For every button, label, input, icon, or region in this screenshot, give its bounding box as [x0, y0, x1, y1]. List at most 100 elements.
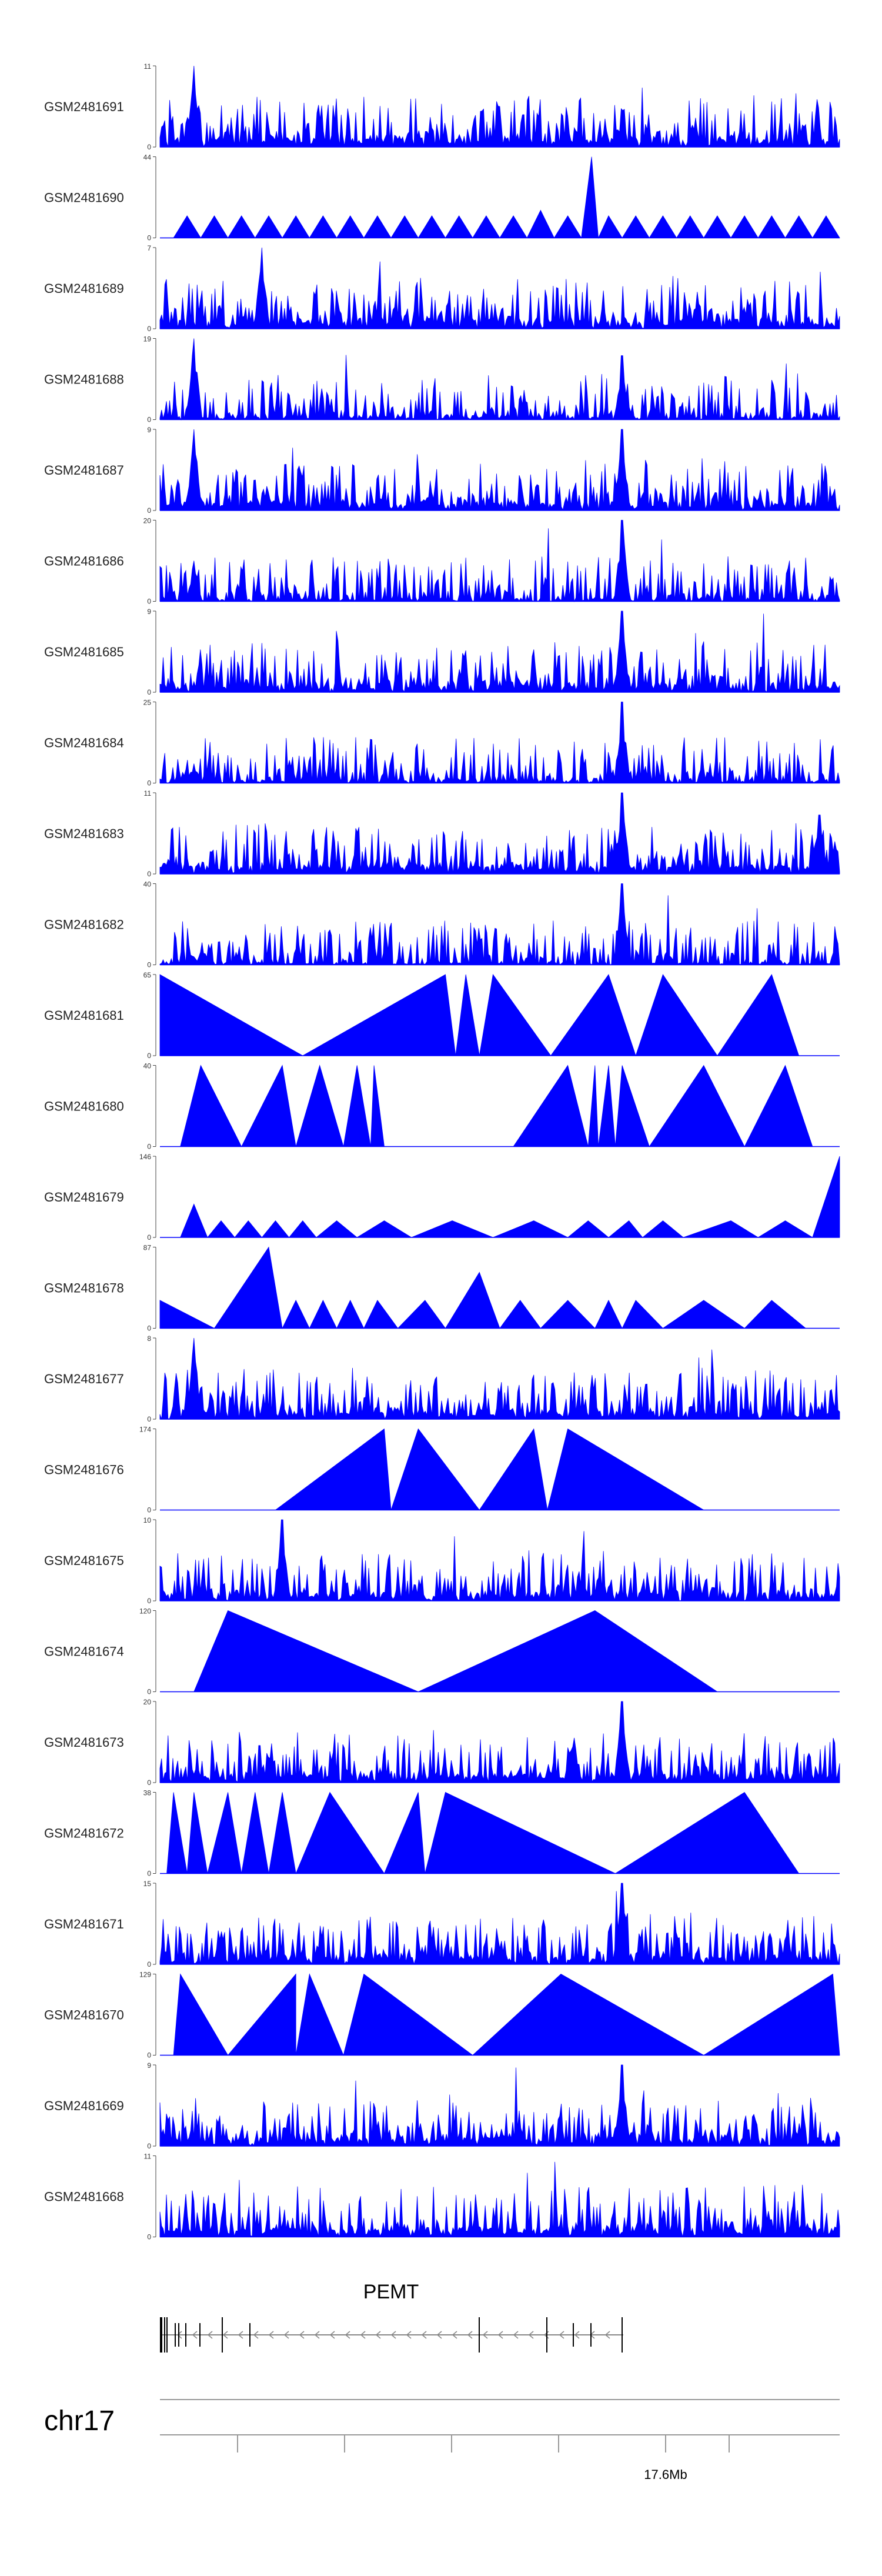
coverage-area: [159, 429, 840, 511]
y-tick-label-min: 0: [147, 1143, 151, 1151]
track-GSM2481686: GSM2481686 20 0: [44, 517, 840, 606]
coverage-area: [173, 156, 840, 239]
track-label: GSM2481670: [44, 2008, 124, 2023]
coverage-area: [159, 1701, 840, 1783]
track-GSM2481674: GSM2481674 120 0: [44, 1607, 840, 1696]
y-tick-label-max: 8: [147, 1334, 151, 1343]
strand-arrow: [406, 2331, 412, 2339]
coverage-area: [180, 1065, 813, 1147]
coverage-tracks: GSM2481691110GSM2481690440GSM248168970GS…: [44, 62, 840, 2241]
track-GSM2481688: GSM2481688 19 0: [44, 335, 840, 424]
y-tick-label-min: 0: [147, 506, 151, 515]
y-tick-label-min: 0: [147, 779, 151, 788]
strand-arrow: [482, 2331, 488, 2339]
y-tick-label-max: 9: [147, 608, 151, 616]
track-label: GSM2481686: [44, 554, 124, 569]
y-tick-label-min: 0: [147, 234, 151, 242]
track-GSM2481675: GSM2481675 10 0: [44, 1516, 840, 1605]
track-label: GSM2481682: [44, 917, 124, 932]
strand-arrow: [574, 2331, 580, 2339]
strand-arrow: [207, 2331, 213, 2339]
coverage-area: [159, 65, 840, 148]
coverage-area: [159, 2161, 840, 2237]
strand-arrow: [192, 2331, 198, 2339]
y-tick-label-min: 0: [147, 1324, 151, 1333]
y-tick-label-min: 0: [147, 1960, 151, 1968]
coverage-area: [166, 1791, 800, 1874]
y-tick-label-min: 0: [147, 325, 151, 333]
track-GSM2481670: GSM2481670 129 0: [44, 1971, 840, 2060]
y-tick-label-min: 0: [147, 688, 151, 696]
track-label: GSM2481668: [44, 2190, 124, 2204]
coverage-area: [159, 1246, 807, 1329]
coverage-area: [159, 702, 840, 784]
x-axis-label: 17.6Mb: [644, 2467, 687, 2482]
y-tick-label-min: 0: [147, 961, 151, 969]
strand-arrow: [176, 2331, 182, 2339]
y-tick-label-min: 0: [147, 1233, 151, 1242]
strand-arrow: [467, 2331, 473, 2339]
strand-arrow: [345, 2331, 350, 2339]
y-tick-label-min: 0: [147, 143, 151, 151]
coverage-area: [159, 2064, 840, 2147]
chromosome-label: chr17: [44, 2405, 115, 2437]
track-GSM2481685: GSM2481685 9 0: [44, 608, 840, 696]
track-label: GSM2481688: [44, 372, 124, 387]
coverage-area: [159, 338, 840, 421]
track-label: GSM2481683: [44, 826, 124, 841]
y-tick-label-min: 0: [147, 1778, 151, 1787]
strand-arrow: [375, 2331, 381, 2339]
strand-arrow: [299, 2331, 305, 2339]
y-tick-label-min: 0: [147, 2051, 151, 2060]
y-tick-label-max: 11: [144, 2153, 152, 2161]
strand-arrow: [559, 2331, 564, 2339]
track-label: GSM2481679: [44, 1190, 124, 1204]
y-tick-label-max: 38: [143, 1789, 152, 1797]
y-tick-label-max: 11: [144, 62, 152, 71]
y-tick-label-min: 0: [147, 1415, 151, 1423]
y-tick-label-max: 20: [143, 517, 152, 525]
strand-arrow: [314, 2331, 320, 2339]
y-tick-label-max: 40: [143, 1062, 152, 1070]
track-GSM2481683: GSM2481683 11 0: [44, 789, 840, 878]
y-tick-label-max: 174: [139, 1426, 151, 1434]
y-tick-label-min: 0: [147, 2233, 151, 2241]
coverage-area: [159, 1883, 840, 1966]
y-tick-label-min: 0: [147, 870, 151, 878]
y-tick-label-min: 0: [147, 1506, 151, 1514]
y-tick-label-max: 25: [143, 699, 152, 707]
track-label: GSM2481676: [44, 1463, 124, 1477]
strand-arrow: [283, 2331, 289, 2339]
track-GSM2481672: GSM2481672 38 0: [44, 1789, 840, 1878]
coverage-area: [159, 520, 840, 602]
y-tick-label-min: 0: [147, 1597, 151, 1605]
strand-arrow: [436, 2331, 442, 2339]
coverage-area: [159, 610, 840, 693]
y-tick-label-min: 0: [147, 598, 151, 606]
track-label: GSM2481680: [44, 1099, 124, 1114]
track-label: GSM2481669: [44, 2098, 124, 2113]
y-tick-label-min: 0: [147, 1052, 151, 1060]
strand-arrow: [329, 2331, 335, 2339]
track-GSM2481680: GSM2481680 40 0: [44, 1062, 840, 1151]
y-tick-label-max: 19: [143, 335, 152, 343]
coverage-area: [193, 1610, 719, 1692]
strand-arrow: [513, 2331, 519, 2339]
strand-arrow: [222, 2331, 228, 2339]
y-tick-label-min: 0: [147, 1688, 151, 1696]
strand-arrow: [360, 2331, 366, 2339]
y-tick-label-max: 120: [139, 1607, 151, 1616]
track-label: GSM2481678: [44, 1281, 124, 1296]
track-GSM2481677: GSM2481677 8 0: [44, 1334, 840, 1423]
track-GSM2481687: GSM2481687 9 0: [44, 426, 840, 515]
track-label: GSM2481677: [44, 1372, 124, 1386]
track-label: GSM2481690: [44, 191, 124, 205]
coverage-area: [275, 1428, 705, 1511]
y-tick-label-max: 15: [143, 1880, 152, 1888]
y-tick-label-max: 44: [143, 154, 152, 162]
y-tick-label-max: 65: [143, 971, 152, 979]
strand-arrow: [604, 2331, 610, 2339]
strand-arrow: [268, 2331, 274, 2339]
track-label: GSM2481675: [44, 1553, 124, 1568]
